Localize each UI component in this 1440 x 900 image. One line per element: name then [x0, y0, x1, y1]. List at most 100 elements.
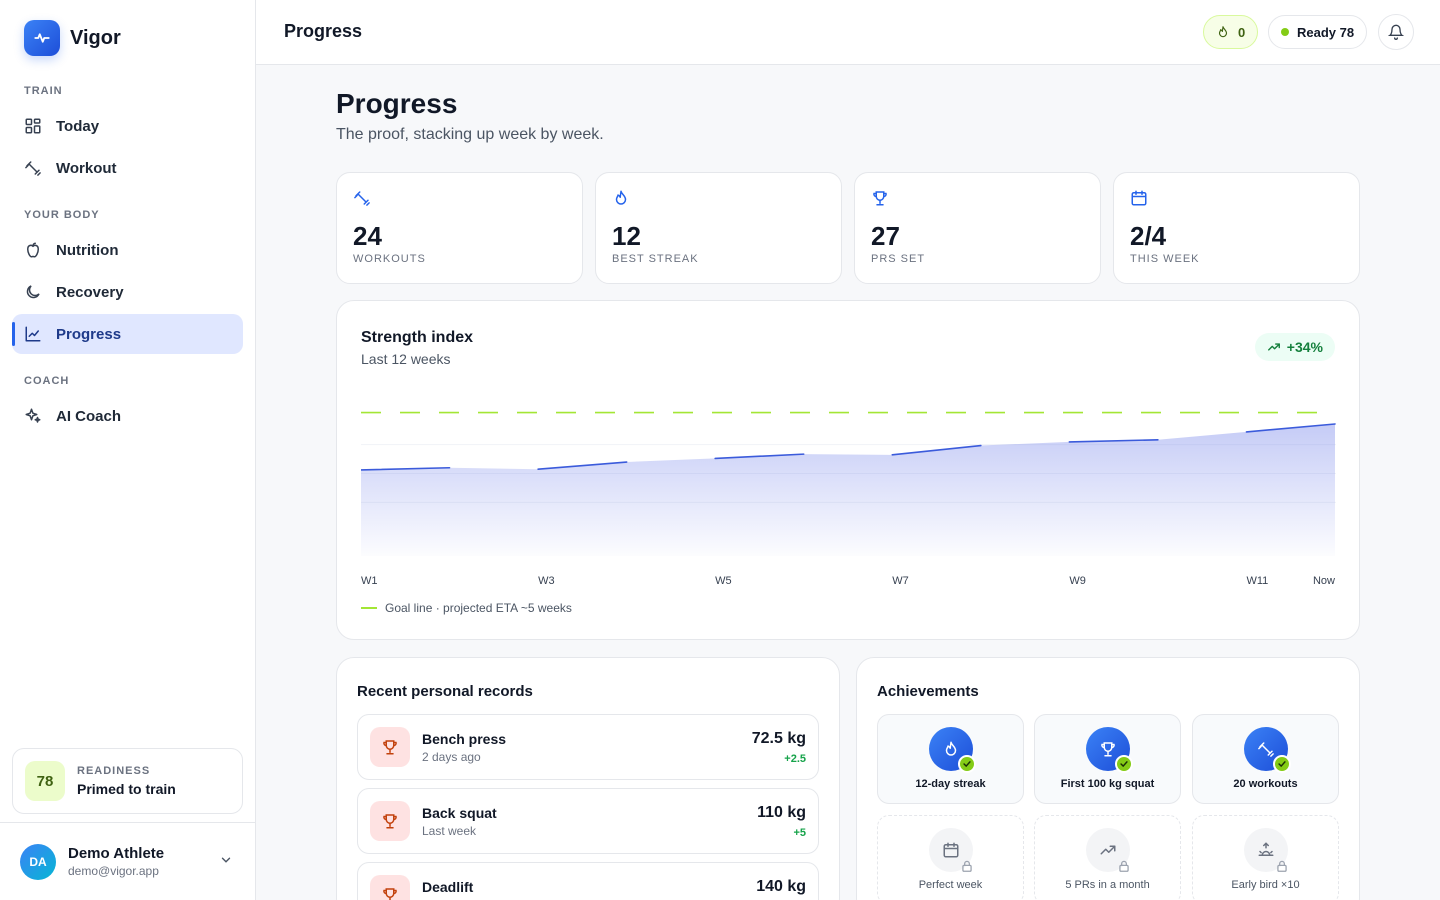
achievement-badge[interactable]: 20 workouts	[1192, 714, 1339, 804]
user-menu[interactable]: DA Demo Athlete demo@vigor.app	[0, 822, 255, 900]
lock-icon	[1277, 860, 1287, 872]
x-tick-label: Now	[1312, 575, 1335, 587]
legend-text: Goal line · projected ETA ~5 weeks	[385, 601, 572, 615]
record-date: 2 days ago	[422, 750, 481, 764]
apple-icon	[26, 242, 40, 258]
topbar-title: Progress	[284, 21, 363, 41]
sidebar-item-today[interactable]: Today	[12, 106, 243, 146]
notifications-button[interactable]	[1378, 14, 1414, 50]
list-item[interactable]: Back squat Last week 110 kg +5	[357, 788, 819, 854]
achievement-badge-locked[interactable]: 5 PRs in a month	[1034, 815, 1181, 900]
goal-line-swatch	[361, 607, 377, 609]
trend-up-icon	[1267, 343, 1280, 351]
achievement-label: Perfect week	[918, 879, 983, 891]
sparkle-icon	[25, 408, 41, 423]
stat-card-week: 2/4 THIS WEEK	[1113, 172, 1360, 284]
sidebar-item-label: AI Coach	[56, 407, 122, 425]
x-tick-label: W9	[1069, 575, 1086, 587]
chart-subtitle: Last 12 weeks	[361, 351, 451, 367]
achievement-badge[interactable]: First 100 kg squat	[1034, 714, 1181, 804]
readiness-label: READINESS	[77, 765, 151, 777]
achievement-label: First 100 kg squat	[1060, 778, 1155, 790]
record-value: 72.5 kg	[751, 730, 806, 747]
sidebar-item-label: Progress	[56, 325, 122, 343]
status-dot	[1281, 28, 1289, 36]
user-email: demo@vigor.app	[68, 864, 159, 878]
achievement-badge[interactable]: 12-day streak	[877, 714, 1024, 804]
stat-label: WORKOUTS	[353, 253, 426, 265]
x-tick-label: W7	[892, 575, 909, 587]
record-name: Deadlift	[422, 879, 474, 895]
achievement-label: 5 PRs in a month	[1065, 879, 1150, 891]
calendar-icon	[1131, 190, 1147, 206]
record-name: Bench press	[422, 731, 507, 747]
sidebar-item-ai-coach[interactable]: AI Coach	[12, 396, 243, 436]
stat-card-workouts: 24 WORKOUTS	[336, 172, 583, 284]
check-icon	[1115, 755, 1133, 773]
readiness-score: 78	[25, 761, 65, 801]
streak-pill[interactable]: 0	[1203, 15, 1259, 49]
brand[interactable]: Vigor	[24, 20, 121, 56]
chart-legend: Goal line · projected ETA ~5 weeks	[361, 601, 572, 615]
section-title: Achievements	[877, 683, 979, 700]
lock-icon	[962, 860, 972, 872]
record-value: 110 kg	[757, 804, 806, 821]
chevron-down-icon[interactable]	[219, 853, 233, 867]
sidebar-item-label: Today	[56, 117, 100, 135]
dumbbell-icon	[354, 191, 370, 206]
record-delta: +5	[793, 827, 806, 839]
trophy-icon	[370, 875, 410, 900]
lock-icon	[1119, 860, 1129, 872]
sunrise-icon	[1244, 828, 1288, 872]
personal-records-card: Recent personal records Bench press 2 da…	[336, 657, 840, 900]
sidebar-item-recovery[interactable]: Recovery	[12, 272, 243, 312]
stat-card-streak: 12 BEST STREAK	[595, 172, 842, 284]
ready-pill[interactable]: Ready 78	[1268, 15, 1368, 49]
achievement-label: Early bird ×10	[1231, 879, 1300, 891]
sidebar-item-progress[interactable]: Progress	[12, 314, 243, 354]
achievement-label: 12-day streak	[915, 778, 986, 790]
dumbbell-icon	[25, 161, 41, 176]
readiness-text: Primed to train	[77, 781, 176, 797]
stat-label: PRS SET	[871, 253, 926, 265]
sidebar-item-label: Workout	[56, 159, 117, 177]
x-tick-label: W1	[361, 575, 378, 587]
achievement-badge-locked[interactable]: Perfect week	[877, 815, 1024, 900]
nav-section-body: YOUR BODY	[24, 209, 100, 221]
check-icon	[1273, 755, 1291, 773]
topbar: Progress 0 Ready 78	[256, 0, 1440, 65]
stat-value: 2/4	[1130, 221, 1167, 251]
achievement-label: 20 workouts	[1233, 778, 1298, 790]
series-line-segment	[1068, 438, 1159, 443]
trend-up-icon	[1086, 828, 1130, 872]
sidebar-item-workout[interactable]: Workout	[12, 148, 243, 188]
list-item[interactable]: Bench press 2 days ago 72.5 kg +2.5	[357, 714, 819, 780]
sidebar-item-label: Recovery	[56, 283, 124, 301]
brand-name: Vigor	[70, 26, 121, 49]
stat-label: THIS WEEK	[1130, 253, 1200, 265]
list-item[interactable]: Deadlift 140 kg	[357, 862, 819, 900]
x-tick-label: W3	[538, 575, 555, 587]
page-title: Progress	[336, 88, 458, 119]
pulse-icon	[24, 20, 60, 56]
series-line-segment	[537, 461, 628, 470]
section-title: Recent personal records	[357, 683, 533, 700]
flame-icon	[615, 190, 627, 205]
stat-value: 24	[353, 221, 382, 251]
area-fill	[361, 424, 1335, 556]
series-line-segment	[891, 444, 982, 456]
moon-icon	[26, 285, 40, 299]
nav-section-train: TRAIN	[24, 85, 63, 97]
series-line-segment	[714, 453, 805, 460]
x-tick-label: W5	[715, 575, 732, 587]
bell-icon	[1388, 24, 1404, 40]
readiness-card[interactable]: 78 READINESS Primed to train	[12, 748, 243, 814]
sidebar-item-nutrition[interactable]: Nutrition	[12, 230, 243, 270]
record-delta: +2.5	[784, 753, 806, 765]
record-date: Last week	[422, 824, 477, 838]
trophy-icon	[370, 727, 410, 767]
strength-chart-card: Strength index Last 12 weeks +34% W1 W3 W5…	[336, 300, 1360, 640]
chart-title: Strength index	[361, 329, 474, 346]
series-line-segment	[361, 466, 451, 471]
achievement-badge-locked[interactable]: Early bird ×10	[1192, 815, 1339, 900]
